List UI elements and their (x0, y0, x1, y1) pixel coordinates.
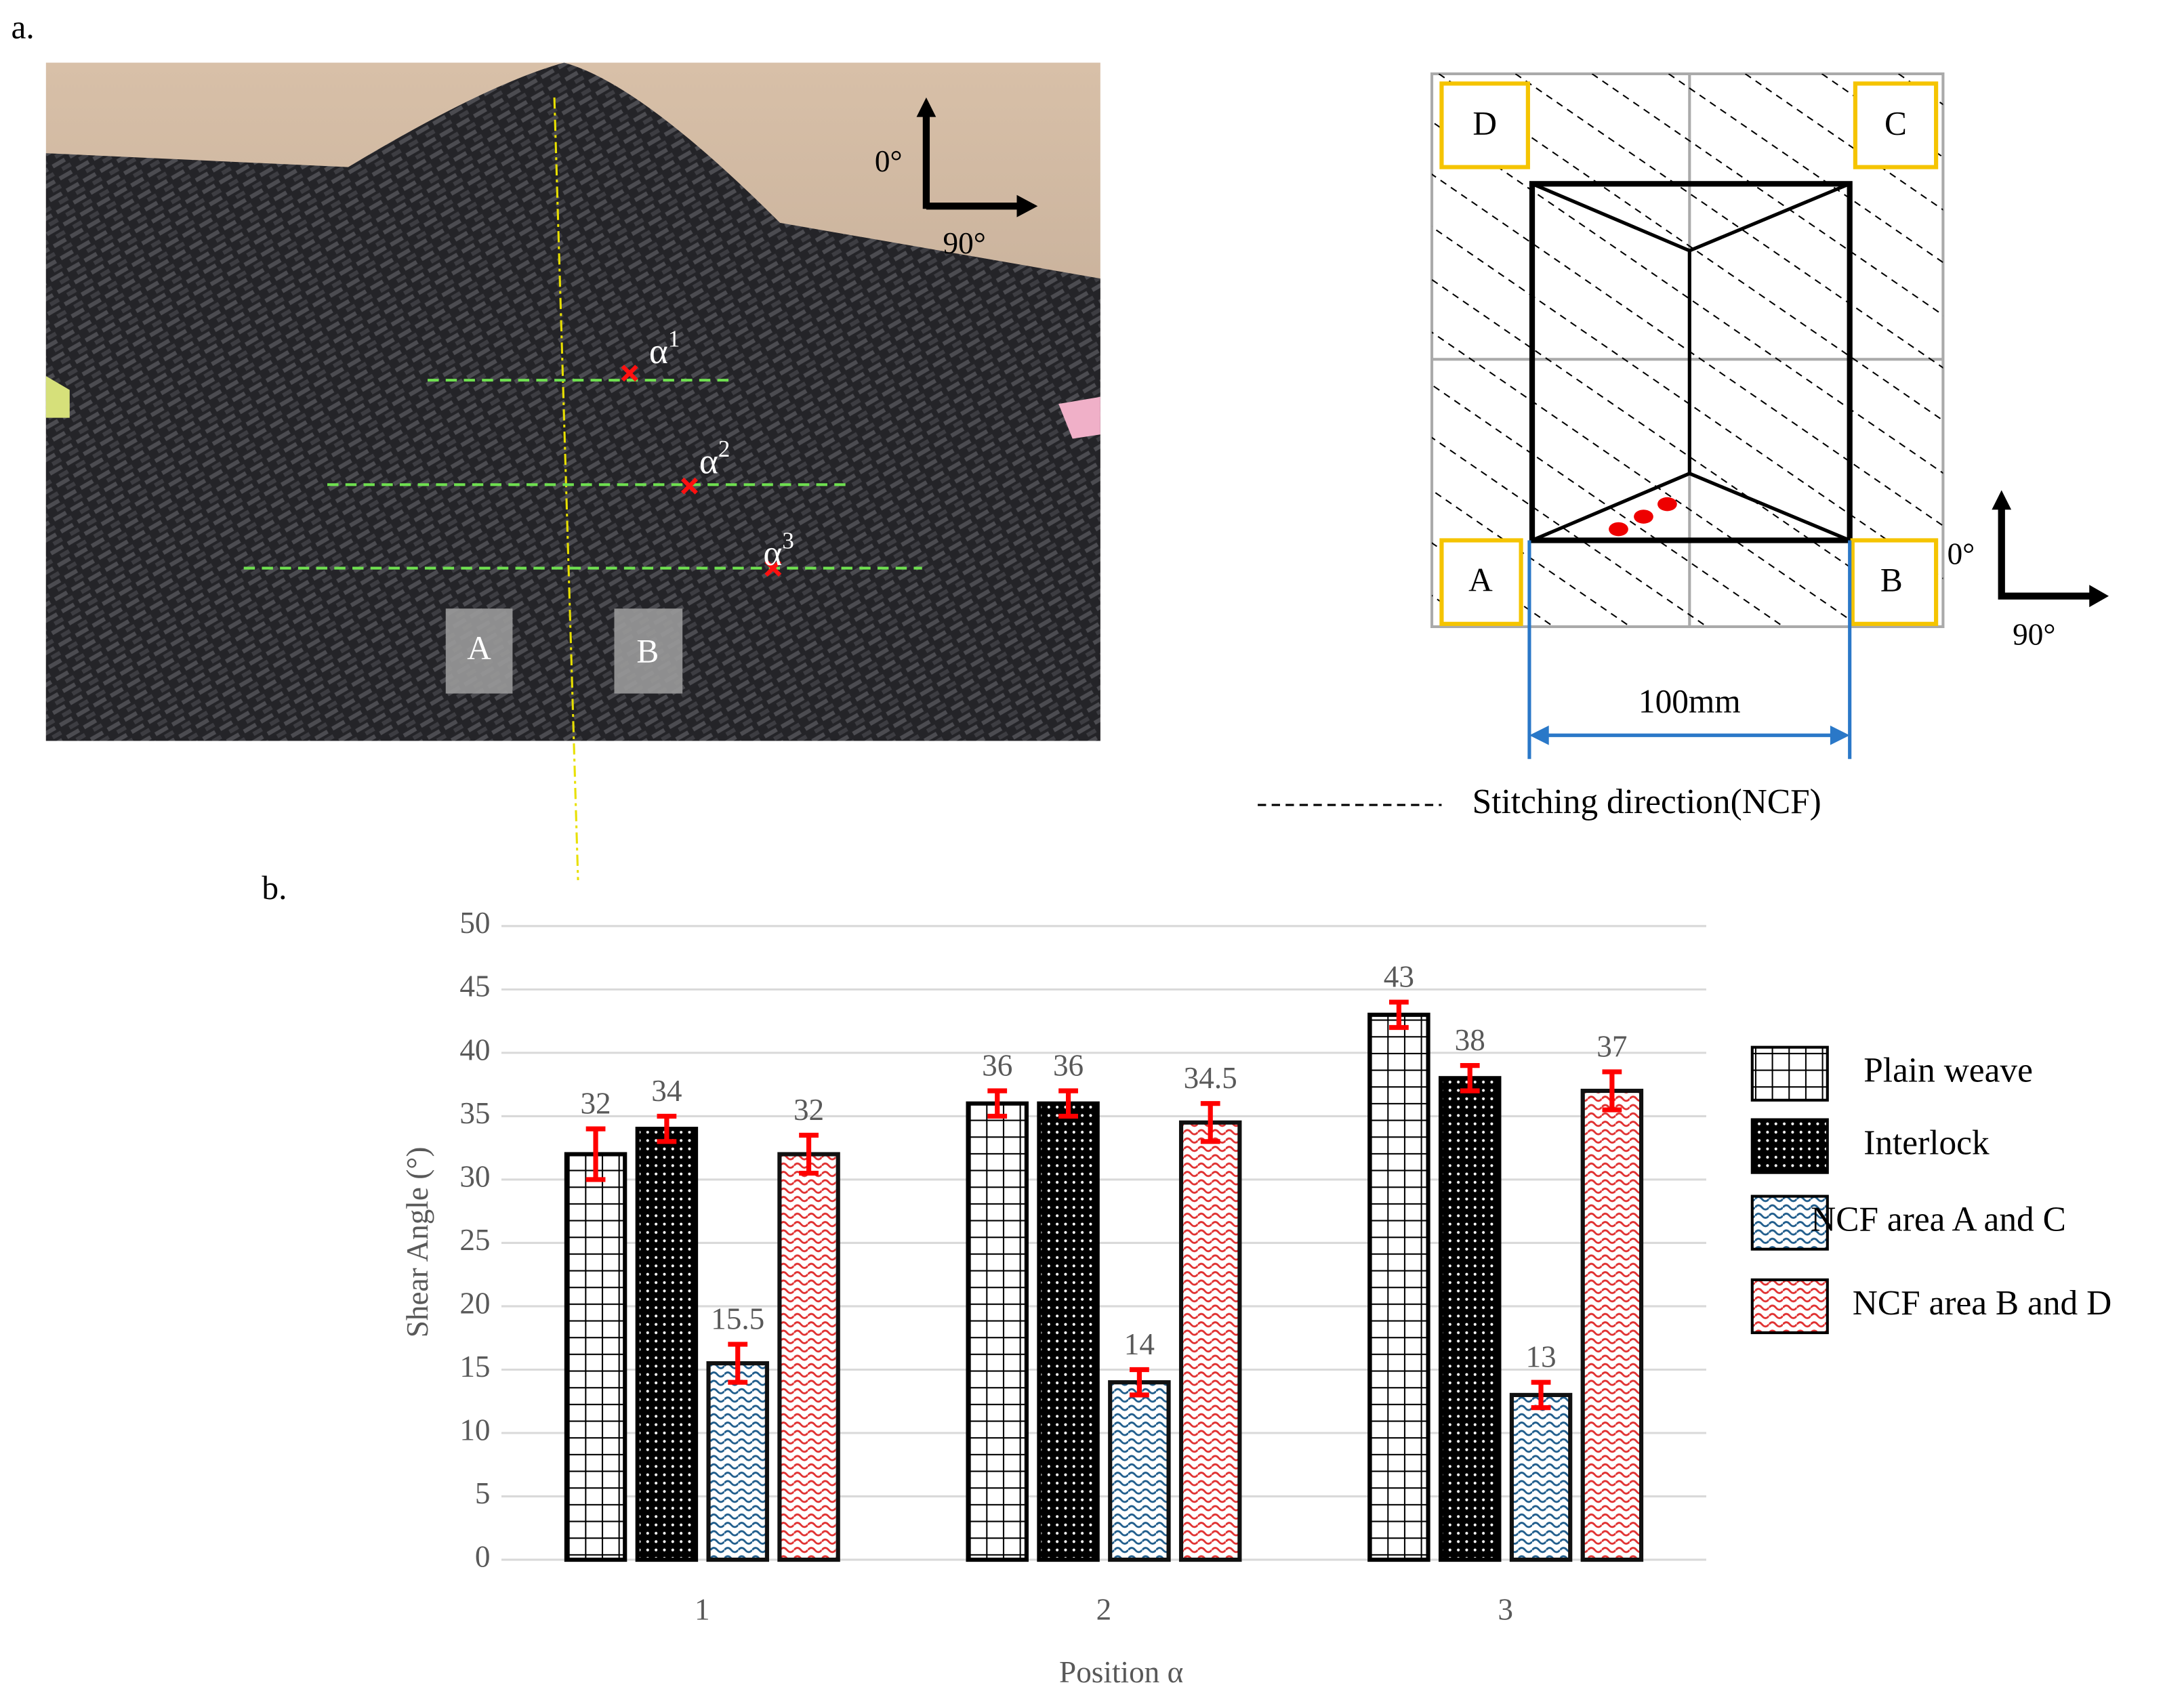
data-label: 32 (580, 1087, 611, 1121)
photo (45, 62, 1100, 881)
bar (635, 1127, 699, 1562)
error-bar (1200, 1101, 1220, 1144)
bar (1509, 1392, 1573, 1562)
y-axis-title: Shear Angle (°) (400, 1147, 434, 1338)
axis-label: 90° (943, 226, 986, 260)
axis-label: 0° (875, 144, 903, 178)
y-tick-label: 20 (459, 1286, 490, 1320)
error-bar (657, 1113, 677, 1144)
legend-label: Plain weave (1863, 1052, 2033, 1090)
data-label: 36 (1053, 1048, 1084, 1082)
data-label: 38 (1455, 1023, 1485, 1057)
y-tick-label: 5 (475, 1476, 491, 1510)
y-tick-label: 30 (459, 1159, 490, 1193)
bar (1367, 1012, 1430, 1562)
data-label: 34 (651, 1074, 682, 1108)
bar (564, 1152, 627, 1562)
data-label: 36 (982, 1048, 1012, 1082)
axis-label: 0° (1948, 537, 1975, 571)
error-bar (1460, 1062, 1480, 1094)
corner-label: C (1884, 104, 1907, 142)
error-bar (728, 1342, 748, 1385)
x-tick-label: 2 (1096, 1593, 1112, 1627)
legend-swatch (1750, 1045, 1829, 1102)
error-bar (1058, 1088, 1078, 1119)
panel-label: b. (262, 869, 287, 907)
legend-label: Interlock (1863, 1123, 1990, 1162)
bar (777, 1152, 840, 1562)
y-tick-label: 0 (475, 1539, 491, 1573)
y-tick-label: 15 (459, 1350, 490, 1384)
error-bar (1531, 1379, 1551, 1411)
bar (1580, 1088, 1644, 1562)
data-label: 37 (1596, 1029, 1627, 1063)
bar (1178, 1120, 1242, 1562)
bar (1438, 1076, 1502, 1562)
data-label: 15.5 (711, 1302, 764, 1336)
y-tick-label: 35 (459, 1096, 490, 1130)
panel-label: a. (11, 9, 34, 46)
area-label: B (636, 632, 659, 669)
x-tick-label: 3 (1498, 1593, 1513, 1627)
data-label: 32 (794, 1093, 824, 1127)
y-tick-label: 50 (459, 906, 490, 940)
error-bar (1129, 1367, 1149, 1398)
error-bar (799, 1132, 819, 1176)
bar (1108, 1380, 1171, 1562)
error-bar (987, 1088, 1008, 1119)
data-label: 43 (1384, 960, 1414, 994)
error-bar (585, 1126, 606, 1182)
data-label: 14 (1124, 1327, 1155, 1361)
point-label: α1 (649, 326, 680, 372)
y-tick-label: 45 (459, 970, 490, 1003)
axis-label: 90° (2013, 618, 2055, 652)
diagram-legend: Stitching direction(NCF) (1472, 783, 1821, 821)
data-label: 13 (1525, 1340, 1556, 1374)
dimension-label: 100mm (1639, 682, 1741, 720)
point-label: α2 (699, 436, 730, 482)
corner-label: A (1468, 562, 1493, 599)
error-bar (1389, 999, 1409, 1031)
bar (1037, 1101, 1100, 1562)
x-axis-title: Position α (1059, 1655, 1183, 1689)
legend-swatch (1750, 1194, 1829, 1251)
data-label: 34.5 (1184, 1061, 1237, 1095)
y-tick-label: 25 (459, 1223, 490, 1257)
area-label: A (467, 629, 491, 667)
bar (706, 1361, 769, 1562)
legend-label: NCF area B and D (1853, 1284, 2111, 1323)
x-tick-label: 1 (695, 1593, 710, 1627)
point-label: α3 (763, 528, 794, 574)
error-bar (1602, 1069, 1622, 1113)
bar (966, 1101, 1029, 1562)
diagram (1258, 72, 2109, 806)
y-tick-label: 40 (459, 1033, 490, 1066)
corner-label: B (1880, 562, 1903, 599)
legend-swatch (1750, 1278, 1829, 1335)
corner-label: D (1472, 104, 1497, 142)
y-tick-label: 10 (459, 1413, 490, 1447)
legend-label: NCF area A and C (1811, 1200, 2066, 1239)
legend-swatch (1750, 1118, 1829, 1174)
